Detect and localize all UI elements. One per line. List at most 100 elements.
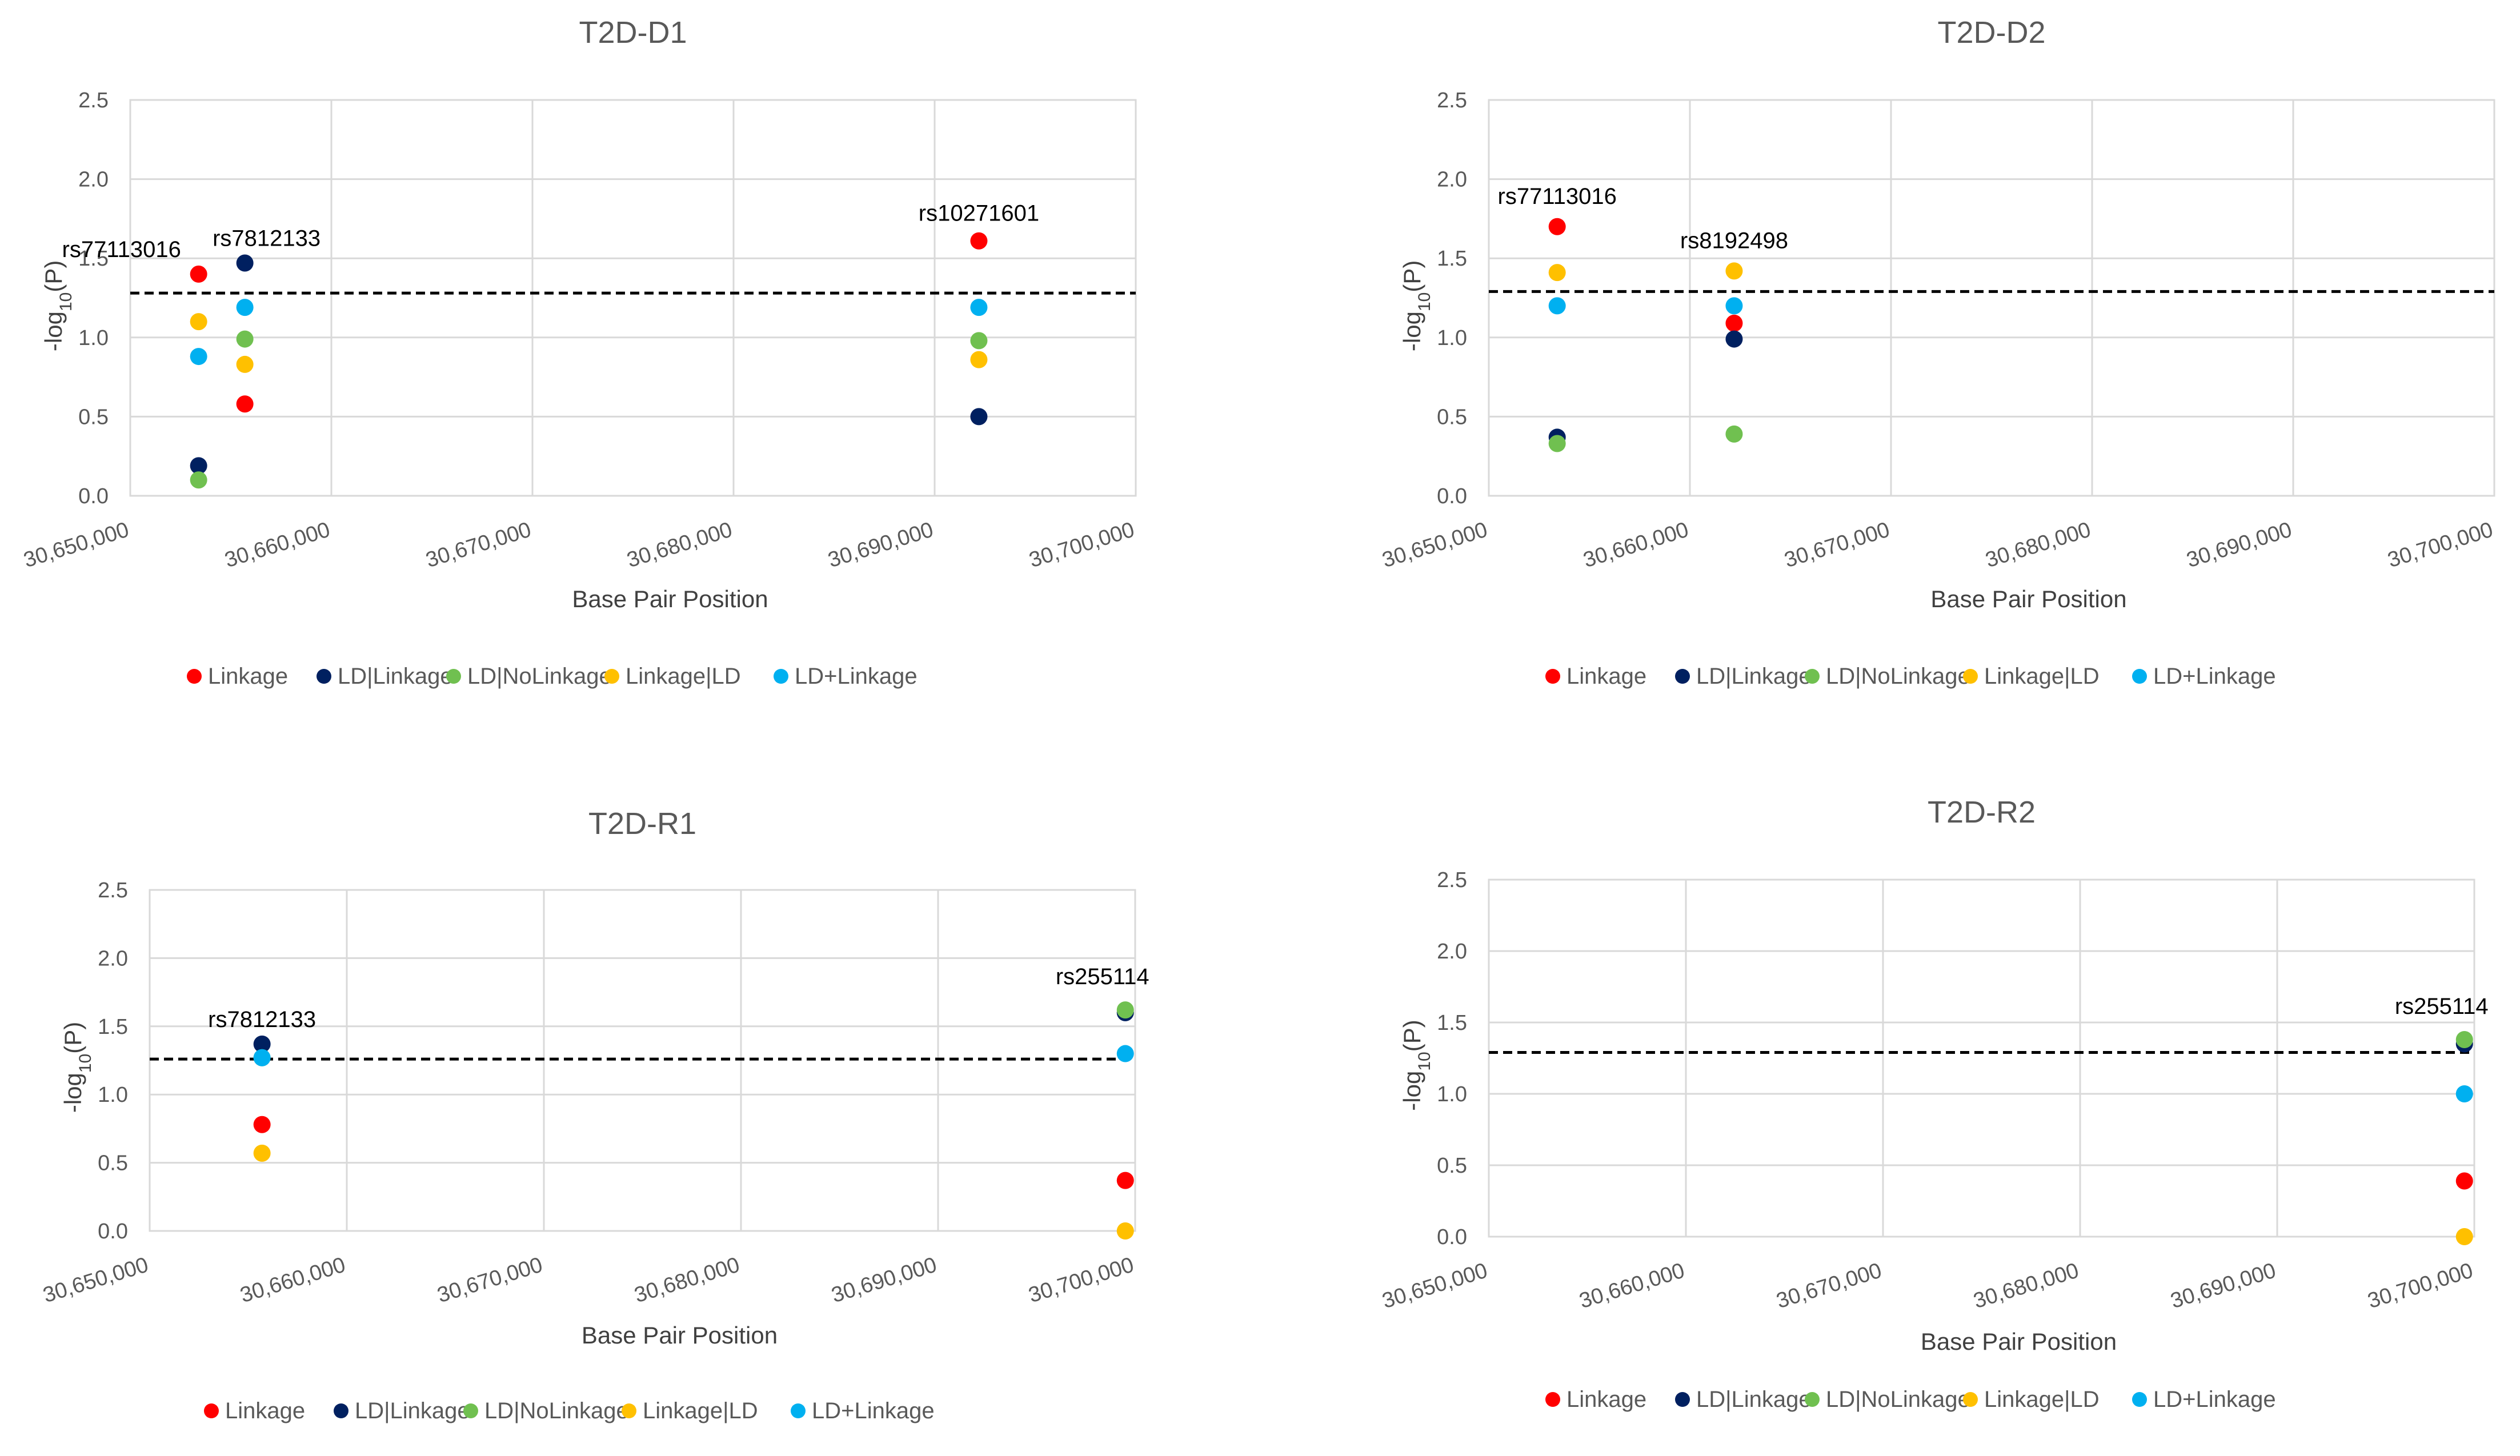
data-point-linkage-ld: [1548, 264, 1566, 282]
legend-label: LD+Linkage: [795, 664, 918, 689]
legend-marker: [774, 669, 788, 684]
y-tick-label: 2.0: [1437, 168, 1467, 192]
data-point-linkage-ld: [190, 313, 207, 331]
legend-label: LD|Linkage: [355, 1398, 470, 1423]
data-point-linkage: [253, 1116, 271, 1133]
data-point-linkage: [1548, 218, 1566, 235]
snp-annotation: rs8192498: [1680, 228, 1788, 253]
data-point-ld-nolinkage: [2455, 1031, 2473, 1048]
legend-marker: [2132, 1392, 2147, 1407]
data-point-linkage: [190, 265, 207, 283]
snp-annotation: rs7812133: [208, 1007, 316, 1032]
y-tick-label: 1.0: [78, 326, 109, 350]
y-axis-label: -log10(P): [1399, 260, 1434, 351]
data-point-linkage-ld: [2455, 1228, 2473, 1245]
data-point-linkage-ld: [970, 351, 988, 368]
snp-annotation: rs77113016: [1498, 184, 1617, 209]
legend-label: Linkage: [1567, 664, 1646, 689]
data-point-ld-linkage: [190, 457, 207, 475]
y-tick-label: 0.5: [78, 405, 109, 429]
y-tick-label: 0.0: [1437, 1225, 1467, 1249]
legend-label: LD|Linkage: [1696, 1387, 1812, 1412]
y-tick-label: 2.0: [78, 168, 109, 192]
legend-label: LD|Linkage: [338, 664, 453, 689]
y-tick-label: 2.5: [98, 879, 128, 903]
y-tick-label: 2.5: [1437, 89, 1467, 113]
y-axis-label: -log10(P): [1399, 1020, 1434, 1110]
y-tick-label: 1.0: [98, 1083, 128, 1107]
legend-marker: [1545, 669, 1560, 684]
plot-area: [129, 99, 1137, 497]
legend-label: LD|NoLinkage: [467, 664, 612, 689]
legend-marker: [604, 669, 619, 684]
legend-label: LD|NoLinkage: [484, 1398, 629, 1423]
legend-label: LD|NoLinkage: [1826, 1387, 1970, 1412]
legend-marker: [791, 1403, 806, 1418]
y-tick-label: 1.5: [98, 1015, 128, 1039]
legend-label: Linkage: [225, 1398, 305, 1423]
x-axis-label: Base Pair Position: [582, 1322, 778, 1349]
y-tick-label: 1.5: [1437, 1011, 1467, 1035]
y-tick-label: 0.0: [1437, 484, 1467, 508]
legend-label: Linkage|LD: [1984, 664, 2100, 689]
chart-title: T2D-D1: [579, 15, 687, 50]
data-point-ld-linkage: [970, 408, 988, 426]
legend-marker: [187, 669, 202, 684]
legend-label: Linkage: [208, 664, 288, 689]
snp-annotation: rs7812133: [213, 226, 320, 251]
data-point-ld-nolinkage: [1725, 425, 1743, 443]
data-point-ld-linkage: [1116, 1045, 1134, 1062]
legend-label: LD+Linkage: [812, 1398, 935, 1423]
x-axis-label: Base Pair Position: [572, 585, 768, 612]
chart-title: T2D-R2: [1928, 795, 2036, 829]
plot-area: [1488, 99, 2495, 497]
legend-label: Linkage|LD: [1984, 1387, 2100, 1412]
data-point-ld-linkage: [1725, 330, 1743, 348]
legend-marker: [1963, 669, 1978, 684]
legend-label: LD|Linkage: [1696, 664, 1812, 689]
x-axis-label: Base Pair Position: [1930, 585, 2126, 612]
data-point-ld-nolinkage: [190, 471, 207, 489]
legend-marker: [1545, 1392, 1560, 1407]
legend-marker: [1675, 1392, 1690, 1407]
data-point-linkage: [970, 232, 988, 250]
data-point-ld-linkage: [970, 299, 988, 316]
chart-title: T2D-D2: [1937, 15, 2045, 50]
legend-marker: [334, 1403, 348, 1418]
y-tick-label: 0.5: [1437, 405, 1467, 429]
data-point-linkage: [1116, 1172, 1134, 1189]
legend-marker: [463, 1403, 478, 1418]
legend-marker: [1805, 1392, 1820, 1407]
y-tick-label: 2.5: [1437, 868, 1467, 892]
legend-marker: [1675, 669, 1690, 684]
data-point-ld-linkage: [1548, 297, 1566, 315]
snp-annotation: rs10271601: [919, 201, 1039, 226]
legend-marker: [316, 669, 331, 684]
legend-marker: [622, 1403, 636, 1418]
data-point-ld-linkage: [190, 348, 207, 366]
y-tick-label: 1.0: [1437, 326, 1467, 350]
data-point-linkage: [1725, 314, 1743, 332]
legend-marker: [1805, 669, 1820, 684]
chart-title: T2D-R1: [588, 807, 696, 841]
y-tick-label: 0.5: [98, 1152, 128, 1176]
y-tick-label: 0.5: [1437, 1154, 1467, 1178]
legend-marker: [446, 669, 461, 684]
y-tick-label: 0.0: [98, 1220, 128, 1244]
legend-marker: [1963, 1392, 1978, 1407]
data-point-ld-nolinkage: [1116, 1001, 1134, 1019]
data-point-ld-nolinkage: [1548, 435, 1566, 452]
y-tick-label: 1.5: [1437, 247, 1467, 271]
y-tick-label: 2.0: [98, 946, 128, 970]
data-point-ld-linkage: [253, 1035, 271, 1053]
data-point-linkage-ld: [1725, 262, 1743, 280]
snp-annotation: rs255114: [2395, 994, 2489, 1019]
y-tick-label: 2.5: [78, 89, 109, 113]
data-point-ld-linkage: [236, 254, 254, 272]
plot-area: [1488, 879, 2475, 1238]
legend-label: Linkage: [1567, 1387, 1646, 1412]
legend-marker: [2132, 669, 2147, 684]
y-axis-label: -log10(P): [40, 260, 75, 351]
y-axis-label: -log10(P): [59, 1022, 95, 1113]
